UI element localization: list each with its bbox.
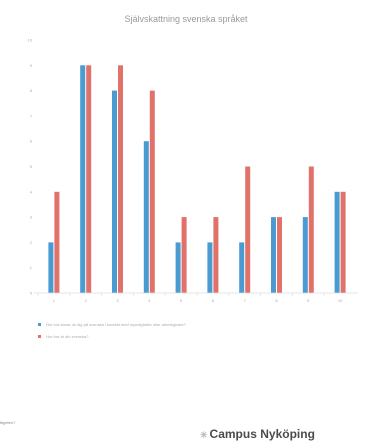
bar-series-2-cat-1 xyxy=(54,191,60,293)
bar-series-2-cat-2 xyxy=(86,65,92,293)
bar-series-2-cat-9 xyxy=(308,166,314,293)
x-tick-label: 1 xyxy=(53,298,56,303)
x-tick-label: 3 xyxy=(116,298,119,303)
bar-series-2-cat-6 xyxy=(213,217,219,293)
y-tick-label: 0 xyxy=(30,291,33,296)
x-tick-label: 9 xyxy=(307,298,310,303)
bar-series-2-cat-10 xyxy=(340,191,346,293)
bar-series-2-cat-7 xyxy=(245,166,251,293)
y-tick-label: 6 xyxy=(30,139,33,144)
bar-series-2-cat-5 xyxy=(181,217,187,293)
x-axis-ticks: 1 2 3 4 5 6 7 8 9 10 xyxy=(37,293,343,303)
y-tick-label: 1 xyxy=(30,265,33,270)
x-tick-label: 10 xyxy=(338,298,343,303)
y-tick-label: 7 xyxy=(30,113,33,118)
legend-label-series-1: Hur bra klarar du dig på svenska i konta… xyxy=(46,322,187,327)
y-tick-label: 9 xyxy=(30,63,33,68)
x-tick-label: 5 xyxy=(180,298,183,303)
bar-series-1-cat-1 xyxy=(48,242,54,293)
x-tick-label: 4 xyxy=(148,298,151,303)
chart-title: Självskattning svenska språket xyxy=(124,14,248,24)
bar-series-1-cat-8 xyxy=(271,217,276,293)
x-tick-label: 6 xyxy=(212,298,215,303)
bar-series-2-cat-3 xyxy=(118,65,123,293)
cropped-text-fragment: ttigeten? xyxy=(0,420,16,425)
x-tick-label: 7 xyxy=(244,298,247,303)
legend-swatch-series-1 xyxy=(38,323,41,326)
brand-logo: ✳ Campus Nyköping xyxy=(200,427,315,441)
bar-series-2-cat-4 xyxy=(149,90,155,293)
y-axis-ticks: 0 1 2 3 4 5 6 7 8 9 10 xyxy=(28,38,33,296)
y-tick-label: 10 xyxy=(28,38,33,43)
bar-series-1-cat-7 xyxy=(239,242,245,293)
bar-series-1-cat-2 xyxy=(80,65,86,293)
bar-series-1-cat-6 xyxy=(207,242,213,293)
campus-logo-icon: ✳ xyxy=(200,430,208,440)
x-tick-label: 2 xyxy=(85,298,88,303)
y-tick-label: 8 xyxy=(30,88,33,93)
x-tick-label: 8 xyxy=(275,298,278,303)
brand-name: Campus Nyköping xyxy=(209,427,315,441)
legend-swatch-series-2 xyxy=(38,335,41,338)
bar-series-1-cat-9 xyxy=(302,217,308,293)
bars xyxy=(48,65,346,293)
bar-series-1-cat-3 xyxy=(112,90,117,293)
y-tick-label: 4 xyxy=(30,189,33,194)
y-tick-label: 5 xyxy=(30,164,33,169)
legend-label-series-2: Hur bra är din svenska? xyxy=(46,334,89,339)
y-tick-label: 3 xyxy=(30,215,33,220)
legend: Hur bra klarar du dig på svenska i konta… xyxy=(38,322,187,339)
bar-series-1-cat-4 xyxy=(143,141,149,293)
y-tick-label: 2 xyxy=(30,240,33,245)
bar-series-1-cat-10 xyxy=(334,191,340,293)
bar-series-2-cat-8 xyxy=(277,217,282,293)
bar-series-1-cat-5 xyxy=(175,242,181,293)
